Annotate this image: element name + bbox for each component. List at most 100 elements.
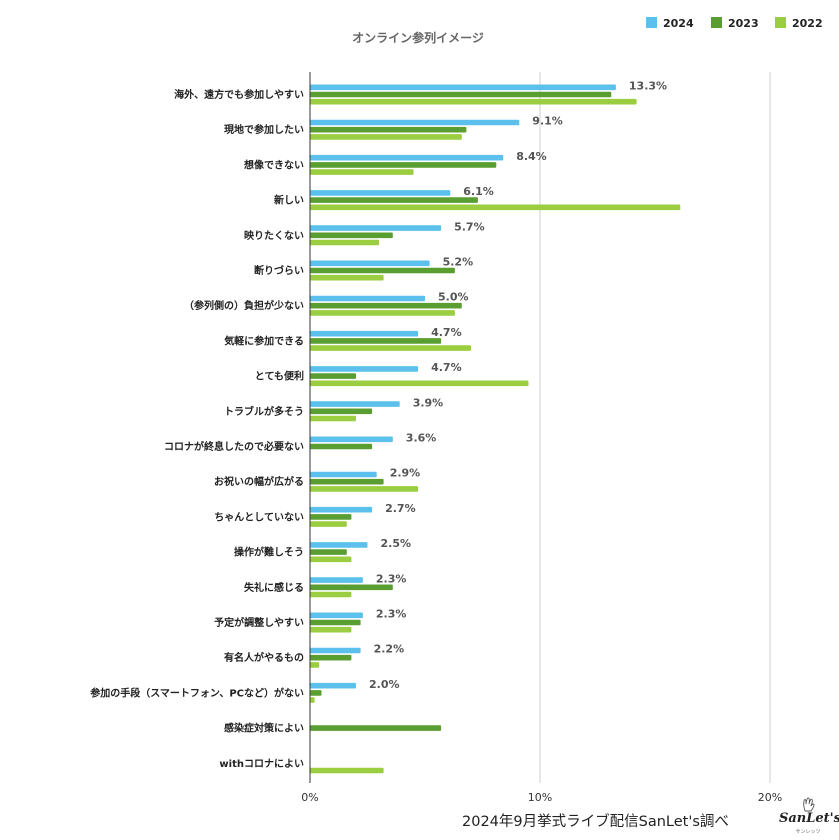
bar-2022 — [310, 521, 347, 527]
bar-2022 — [310, 274, 384, 281]
bar-2022 — [310, 662, 320, 668]
legend: 2024 2023 2022 — [646, 17, 823, 30]
hand-icon — [803, 797, 815, 812]
category-label: （参列側の）負担が少ない — [184, 299, 304, 312]
bar-2023 — [310, 91, 612, 98]
bar-2023 — [310, 197, 478, 203]
value-label: 8.4% — [516, 150, 547, 163]
category-label: 操作が難しそう — [234, 546, 304, 559]
bar-2023 — [310, 478, 384, 485]
bar-2022 — [310, 697, 315, 703]
bar-2024 — [310, 330, 419, 337]
bar-2022 — [310, 134, 462, 140]
bar-2024 — [310, 401, 400, 407]
bar-2022 — [310, 345, 471, 351]
bars — [310, 84, 681, 774]
category-label: トラブルが多そう — [224, 405, 304, 418]
category-label: 気軽に参加できる — [223, 334, 304, 347]
bar-2024 — [310, 366, 419, 372]
bar-2024 — [310, 542, 368, 548]
category-label: 新しい — [274, 194, 304, 207]
value-labels: 13.3% 9.1% 8.4% 6.1% 5.7% 5.2% 5.0% 4.7% 4.7% 3.9… — [369, 80, 667, 691]
bar-2022 — [310, 204, 681, 211]
logo: SanLet's サンレッツ — [779, 795, 839, 837]
bar-2022 — [310, 415, 356, 422]
chart-title: オンライン参列イメージ — [352, 30, 484, 45]
bar-2023 — [310, 654, 352, 661]
value-label: 2.9% — [390, 467, 421, 480]
category-label: 感染症対策によい — [224, 722, 304, 735]
bar-2023 — [310, 408, 373, 415]
value-label: 4.7% — [431, 361, 462, 374]
value-label: 9.1% — [532, 115, 563, 128]
x-tick-label: 20% — [758, 791, 782, 804]
bar-2022 — [310, 556, 352, 563]
bar-2024 — [310, 471, 377, 478]
bar-2024 — [310, 506, 373, 513]
bar-2024 — [310, 154, 504, 161]
value-label: 2.0% — [369, 678, 400, 691]
bar-2023 — [310, 514, 352, 520]
bar-2023 — [310, 232, 393, 239]
value-label: 3.9% — [413, 396, 444, 409]
bar-2023 — [310, 126, 467, 133]
value-label: 5.2% — [443, 256, 474, 269]
bar-2023 — [310, 162, 497, 168]
bar-2023 — [310, 619, 361, 626]
value-label: 2.5% — [381, 537, 412, 550]
legend-label: 2022 — [792, 17, 823, 30]
x-tick-label: 0% — [301, 791, 318, 804]
bar-2024 — [310, 436, 393, 443]
bar-2024 — [310, 612, 363, 619]
value-label: 2.3% — [376, 608, 407, 621]
category-label: 海外、遠方でも参加しやすい — [174, 88, 304, 101]
value-label: 4.7% — [431, 326, 462, 339]
bar-2022 — [310, 626, 352, 633]
value-label: 2.7% — [385, 502, 416, 515]
category-labels: 海外、遠方でも参加しやすい現地で参加したい想像できない新しい映りたくない断りづら… — [90, 88, 304, 770]
bar-2023 — [310, 267, 455, 274]
bar-2022 — [310, 591, 352, 598]
bar-2022 — [310, 310, 455, 316]
bar-2023 — [310, 338, 442, 344]
bar-2023 — [310, 549, 347, 555]
x-axis-ticks: 0% 10% 20% — [301, 791, 782, 804]
legend-label: 2024 — [663, 17, 694, 30]
legend-swatch — [646, 17, 657, 28]
category-label: 現地で参加したい — [224, 123, 304, 136]
bar-2024 — [310, 295, 425, 302]
category-label: 断りづらい — [254, 264, 304, 277]
bar-2024 — [310, 190, 451, 196]
bar-2024 — [310, 647, 361, 654]
x-tick-label: 10% — [528, 791, 552, 804]
category-label: ちゃんとしていない — [214, 511, 304, 523]
bar-2023 — [310, 302, 462, 309]
bar-2024 — [310, 225, 442, 231]
bar-2024 — [310, 577, 363, 583]
bar-2024 — [310, 84, 616, 91]
bar-2022 — [310, 239, 379, 246]
logo-subtext: サンレッツ — [795, 829, 821, 835]
bar-2023 — [310, 584, 393, 591]
category-label: 予定が調整しやすい — [214, 616, 304, 629]
category-label: お祝いの幅が広がる — [214, 475, 304, 488]
logo-text: SanLet's — [779, 811, 839, 826]
category-label: とても便利 — [255, 370, 304, 383]
bar-2024 — [310, 119, 520, 126]
gridlines — [539, 72, 771, 783]
bar-2022 — [310, 767, 384, 774]
bar-2022 — [310, 486, 419, 492]
bar-2022 — [310, 380, 529, 387]
category-label: 参加の手段（スマートフォン、PCなど）がない — [90, 686, 304, 699]
source-note: 2024年9月挙式ライブ配信SanLet's調べ — [462, 814, 729, 830]
value-label: 3.6% — [406, 432, 437, 445]
value-label: 6.1% — [463, 185, 494, 198]
bar-2024 — [310, 682, 356, 689]
legend-swatch — [711, 17, 722, 28]
value-label: 5.7% — [454, 220, 485, 233]
legend-swatch — [775, 17, 786, 28]
value-label: 2.2% — [374, 643, 405, 656]
category-label: 有名人がやるもの — [224, 651, 304, 664]
bar-2023 — [310, 373, 356, 379]
